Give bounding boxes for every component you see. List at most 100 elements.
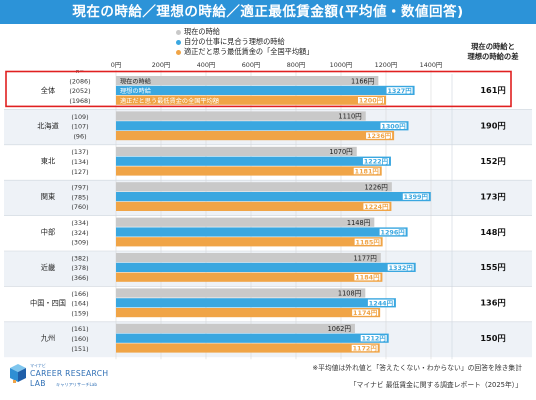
sample-size-label: (2052) (69, 87, 90, 95)
value-label: 1184円 (355, 274, 379, 282)
category-label: 東北 (41, 157, 55, 166)
value-label: 1200円 (359, 97, 383, 105)
x-tick-label: 0円 (111, 61, 121, 69)
sample-size-label: (797) (71, 184, 88, 192)
x-tick-label: 1200円 (375, 61, 398, 69)
bar (116, 146, 357, 156)
x-tick-label: 1000円 (330, 61, 353, 69)
value-label: 1177円 (353, 254, 377, 262)
bar (116, 156, 391, 166)
value-label-background (353, 167, 380, 175)
logo-line2: LAB (30, 379, 46, 388)
inbar-series-label: 適正だと思う最低賃金の全国平均額 (120, 97, 219, 105)
bar (116, 121, 409, 131)
difference-value: 150円 (480, 333, 505, 343)
inbar-series-label: 理想の時給 (120, 87, 152, 95)
sample-size-label: (164) (71, 300, 88, 308)
bar (116, 253, 381, 263)
x-tick-label: 1400円 (420, 61, 443, 69)
x-tick-label: 800円 (287, 61, 306, 69)
category-label: 北海道 (37, 121, 59, 130)
value-label: 1181円 (355, 168, 379, 176)
legend-label-ideal: 自分の仕事に見合う理想の時給 (184, 37, 285, 46)
sample-size-label: (760) (71, 203, 88, 211)
category-label: 中国・四国 (30, 298, 66, 307)
value-label: 1296円 (381, 229, 405, 237)
legend: 現在の時給 自分の仕事に見合う理想の時給 適正だと思う最低賃金の「全国平均額」 (176, 27, 313, 57)
sample-size-label: (107) (71, 123, 88, 131)
bar (116, 323, 355, 333)
value-label-background (386, 87, 413, 94)
value-label-background (358, 97, 384, 104)
career-research-lab-logo: マイナビ CAREER RESEARCH LAB キャリアリサーチLab (8, 362, 128, 396)
sample-size-label: (96) (73, 132, 86, 140)
value-label-background (354, 274, 381, 281)
value-label-background (367, 299, 394, 306)
value-label: 1108円 (338, 290, 362, 298)
bar (116, 308, 381, 318)
logo-brand: マイナビ (30, 363, 46, 368)
bar (116, 333, 389, 343)
bar (116, 217, 375, 227)
bar (116, 262, 416, 272)
highlight-box (5, 70, 512, 108)
difference-value: 155円 (480, 262, 505, 272)
sample-size-label: (109) (71, 113, 88, 121)
bar (116, 192, 431, 202)
difference-header-line1: 現在の時給と (471, 42, 515, 51)
category-label: 関東 (41, 192, 55, 201)
footnote-source: 「マイナビ 最低賃金に関する調査レポート（2025年）」 (349, 381, 522, 389)
legend-swatch-ideal (176, 39, 181, 45)
bar (116, 76, 379, 86)
bar (116, 182, 392, 192)
value-label: 1110円 (338, 113, 362, 121)
difference-value: 190円 (480, 121, 505, 131)
sample-size-label: (160) (71, 335, 88, 343)
sample-size-label: (151) (71, 345, 88, 353)
difference-value: 148円 (480, 227, 505, 237)
legend-item-current: 現在の時給 (176, 27, 313, 37)
category-label: 近畿 (41, 263, 55, 272)
cube-logo-icon (10, 364, 26, 383)
value-label-background (379, 228, 406, 236)
sample-size-label: (366) (71, 274, 88, 282)
category-label: 全体 (41, 86, 55, 95)
value-label: 1070円 (329, 148, 353, 156)
value-label: 1236円 (367, 132, 391, 140)
bar (116, 298, 396, 308)
sample-size-label: (785) (71, 193, 88, 201)
value-label: 1332円 (389, 264, 413, 272)
footnote-note: ※平均値は外れ値と「答えたくない・わからない」の回答を除き集計 (312, 364, 522, 372)
bar (116, 272, 383, 282)
difference-value: 161円 (480, 85, 505, 95)
bar (116, 201, 392, 211)
bar (116, 343, 380, 353)
legend-swatch-minwage (176, 49, 181, 55)
sample-size-label: (166) (71, 290, 88, 298)
value-label: 1172円 (353, 345, 377, 353)
sample-size-label: (137) (71, 148, 88, 156)
value-label: 1224円 (364, 203, 388, 211)
x-tick-label: 200円 (152, 61, 171, 69)
value-label: 1185円 (356, 238, 380, 246)
value-label-background (351, 344, 378, 352)
value-label: 1174円 (353, 309, 377, 317)
value-label: 1226円 (364, 184, 388, 192)
bar (116, 166, 382, 176)
bar (116, 131, 395, 141)
value-label-background (366, 132, 393, 139)
value-label-background (352, 309, 379, 316)
value-label: 1327円 (387, 87, 411, 95)
difference-value: 152円 (480, 156, 505, 166)
inbar-series-label: 現在の時給 (120, 77, 152, 85)
sample-size-label: (127) (71, 168, 88, 176)
value-label-background (363, 203, 390, 210)
value-label-background (387, 264, 414, 271)
sample-size-label: (1968) (69, 97, 90, 105)
value-label-background (402, 193, 429, 200)
sample-size-label: (378) (71, 264, 88, 272)
bar (116, 237, 383, 247)
sample-size-label: (324) (71, 229, 88, 237)
sample-size-label: (134) (71, 158, 88, 166)
sample-size-label: (334) (71, 219, 88, 227)
